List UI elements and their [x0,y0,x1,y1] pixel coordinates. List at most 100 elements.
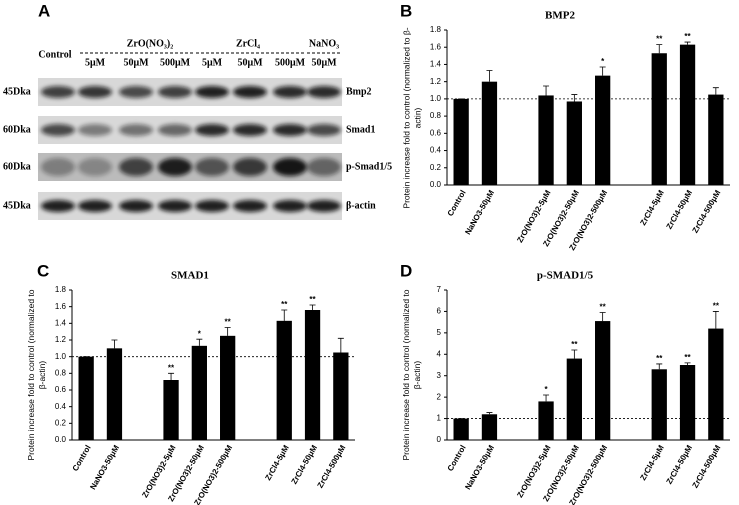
y-tick-label: 5 [437,328,442,337]
blot-band [78,124,112,136]
error-bar [543,85,550,96]
significance-mark: ** [309,295,316,304]
blot-band [195,124,229,136]
error-bar [486,70,493,82]
x-tick-label: ZrCl4-50μM [665,188,695,231]
x-tick-label: Control [71,444,93,473]
concentration-label: 5μM [85,57,106,68]
panel-label: B [400,1,412,20]
blot-band [119,124,153,136]
blot-band [119,200,153,212]
significance-mark: ** [713,302,720,311]
y-tick-label: 6 [437,307,442,316]
concentration-label: 50μM [311,57,337,68]
error-bar [168,372,175,380]
bar [106,348,123,440]
y-tick-label: 0 [437,435,442,444]
y-tick-label: 1.4 [55,318,67,327]
y-tick-label: 1 [437,414,442,423]
protein-label: Smad1 [346,124,375,135]
size-label: 60Dka [3,124,31,135]
bar [453,418,469,440]
blot-band [78,158,112,176]
blot-band [41,200,75,212]
error-bar [656,44,663,54]
concentration-label: 50μM [123,57,149,68]
error-bar [337,337,344,353]
significance-mark: ** [684,353,691,362]
x-tick-label: Control [446,189,468,218]
blot-band [158,124,192,136]
blot-band [41,124,75,136]
significance-mark: ** [571,340,578,349]
bar [538,95,554,185]
concentration-label: 500μM [160,57,191,68]
blot-band [78,86,112,98]
chart-title: p-SMAD1/5 [537,270,594,282]
bar [453,98,469,185]
blot-band [233,158,267,176]
error-bar [486,412,493,415]
bar [538,401,554,440]
x-tick-label: ZrCl4-500μM [316,443,348,489]
y-tick-label: 0.4 [430,146,442,155]
y-tick-label: 1.0 [430,94,442,103]
blot-band [41,158,75,176]
panel-label: A [38,1,50,20]
panel-label: D [400,261,412,280]
blot-band [233,200,267,212]
bar [651,369,667,440]
y-tick-label: 0.6 [55,385,67,394]
blot-band [273,124,307,136]
x-tick-label: ZrCl4-500μM [691,443,723,489]
error-bar [543,394,550,402]
x-tick-label: Control [446,444,468,473]
x-tick-label: ZrCl4-50μM [665,443,695,486]
blot-band [195,200,229,212]
protein-label: β-actin [346,200,376,211]
bar [708,94,724,185]
blot-band [233,86,267,98]
bar [679,44,696,186]
significance-mark: ** [168,363,175,372]
blot-band [158,200,192,212]
bar [595,75,611,185]
error-bar [571,94,578,102]
protein-label: p-Smad1/5 [346,161,392,172]
error-bar [111,339,118,349]
y-axis-label: Protein increase fold to control (normal… [401,26,422,209]
blot-band [307,86,341,98]
group-label: ZrCl₄ [236,38,260,49]
x-tick-label: NaNO3-50μM [88,443,121,491]
size-label: 45Dka [3,86,31,97]
bar [304,310,321,440]
blot-band [119,86,153,98]
y-tick-label: 1.6 [430,42,442,51]
significance-mark: ** [281,300,288,309]
blot-band [307,200,341,212]
error-bar [712,311,719,329]
significance-mark: ** [656,354,663,363]
chart-title: SMAD1 [171,270,209,282]
y-axis-label: Protein increase fold to control (normal… [401,289,422,461]
error-bar [684,362,691,365]
bar [481,414,498,440]
x-tick-label: ZrCl4-5μM [263,443,291,482]
x-tick-label: ZrCl4-5μM [638,188,666,227]
y-tick-label: 0.0 [55,435,67,444]
y-tick-label: 3 [437,371,442,380]
x-tick-label: ZrCl4-500μM [691,188,723,234]
significance-mark: * [601,57,605,66]
x-tick-label: ZrCl4-50μM [290,443,320,486]
error-bar [281,309,288,321]
error-bar [309,304,316,310]
y-tick-label: 2 [437,392,442,401]
blot-band [273,200,307,212]
bar [333,352,349,440]
blot-band [273,158,307,176]
y-tick-label: 1.8 [55,285,67,294]
x-tick-label: NaNO3-50μM [463,188,496,236]
bar [78,356,94,440]
y-tick-label: 0.8 [430,111,442,120]
